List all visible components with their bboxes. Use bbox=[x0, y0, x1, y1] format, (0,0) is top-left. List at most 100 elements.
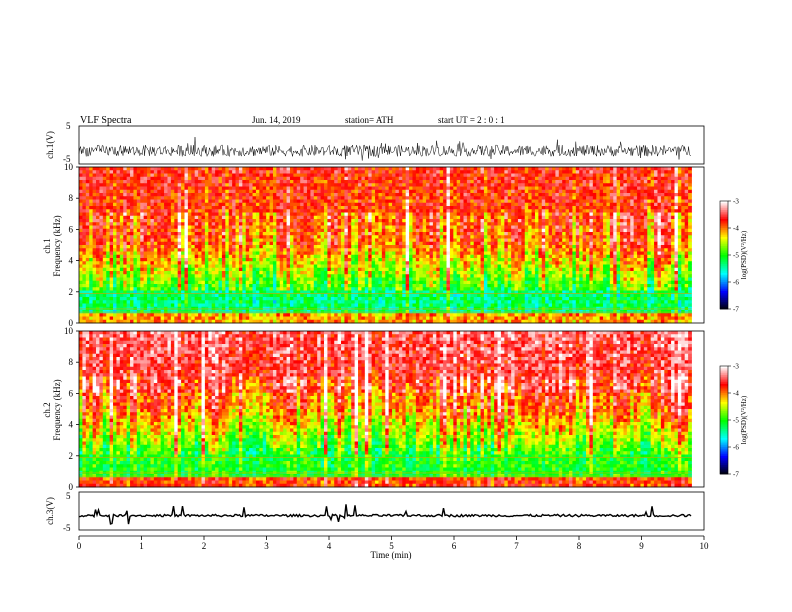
p2-cells-cell bbox=[436, 186, 441, 191]
p2-cells-cell bbox=[480, 180, 485, 184]
p2-cells-cell bbox=[368, 241, 373, 246]
p2-cells-cell bbox=[582, 206, 587, 210]
p2-cells-cell bbox=[119, 170, 124, 174]
p2-cells-cell bbox=[528, 245, 532, 249]
p2-cells-cell bbox=[99, 180, 104, 184]
p2-cells-cell bbox=[150, 225, 155, 230]
p2-cells-cell bbox=[296, 167, 301, 171]
p2-cells-cell bbox=[375, 176, 379, 181]
p2-cells-cell bbox=[313, 180, 318, 184]
p2-cells-cell bbox=[551, 248, 556, 252]
p2-cells-cell bbox=[681, 199, 686, 204]
p2-cells-cell bbox=[306, 248, 311, 252]
p2-cells-cell bbox=[228, 196, 233, 200]
p2-cells-cell bbox=[177, 219, 182, 223]
p2-cells-cell bbox=[558, 222, 563, 226]
p2-cells-cell bbox=[279, 202, 284, 207]
p2-cells-cell bbox=[174, 215, 179, 220]
p2-cells-cell bbox=[235, 199, 240, 204]
p2-cells-cell bbox=[684, 251, 689, 256]
p2-cells-cell bbox=[92, 215, 97, 220]
p2-cells-cell bbox=[569, 170, 573, 174]
p2-cells-cell bbox=[415, 241, 420, 246]
p2-cells-cell bbox=[524, 183, 529, 187]
p2-cells-cell bbox=[616, 209, 621, 213]
p2-cells-cell bbox=[344, 193, 349, 197]
p2-cells-cell bbox=[521, 235, 526, 239]
p2-cells-cell bbox=[279, 225, 284, 230]
p2-cells-cell bbox=[626, 202, 631, 207]
p2-cells-cell bbox=[191, 180, 196, 184]
p2-cells-cell bbox=[181, 232, 185, 236]
p2-cells-cell bbox=[378, 228, 383, 233]
p2-cells-cell bbox=[102, 248, 107, 252]
p2-cells-cell bbox=[589, 180, 594, 184]
p2-cells-cell bbox=[599, 199, 604, 204]
p2-cells-cell bbox=[606, 193, 611, 197]
p2-cells-cell bbox=[589, 186, 594, 191]
p2-cells-cell bbox=[201, 199, 206, 204]
p2-cells-cell bbox=[429, 196, 434, 200]
p2-cells-cell bbox=[228, 251, 233, 256]
p2-cells-cell bbox=[385, 241, 390, 246]
p2-cells-cell bbox=[119, 189, 124, 194]
p2-cells-cell bbox=[439, 241, 444, 246]
p2-cells-cell bbox=[358, 176, 362, 181]
p2-cells-cell bbox=[92, 245, 97, 249]
p2-cells-cell bbox=[194, 248, 199, 252]
p2-cells-cell bbox=[136, 241, 141, 246]
p2-cells-cell bbox=[657, 180, 662, 184]
p2-cells-cell bbox=[371, 196, 376, 200]
p2-cells-cell bbox=[324, 180, 328, 184]
p2-cells-cell bbox=[460, 235, 464, 239]
p2-cells-cell bbox=[344, 196, 349, 200]
p2-cells-cell bbox=[385, 245, 390, 249]
p2-cells-cell bbox=[453, 189, 458, 194]
p2-cells-cell bbox=[85, 219, 90, 223]
p2-cells-cell bbox=[633, 202, 638, 207]
p2-cells-cell bbox=[358, 209, 362, 213]
p2-cells-cell bbox=[674, 173, 679, 178]
p2-cells-cell bbox=[306, 180, 311, 184]
p2-cells-cell bbox=[130, 199, 134, 204]
p2-cells-cell bbox=[82, 254, 87, 259]
p2-cells-cell bbox=[194, 232, 199, 236]
p2-cells-cell bbox=[228, 189, 233, 194]
p2-cells-cell bbox=[303, 202, 308, 207]
p2-cells-cell bbox=[119, 232, 124, 236]
p2-cells-cell bbox=[198, 215, 202, 220]
p2-cells-cell bbox=[637, 209, 641, 213]
p2-cells-cell bbox=[528, 193, 532, 197]
p2-cells-cell bbox=[684, 183, 689, 187]
p2-cells-cell bbox=[96, 241, 100, 246]
p2-cells-cell bbox=[405, 173, 410, 178]
p2-cells-cell bbox=[463, 196, 468, 200]
p2-cells-cell bbox=[405, 196, 410, 200]
p2-cells-cell bbox=[272, 245, 277, 249]
p2-cells-cell bbox=[446, 245, 451, 249]
p2-cells-cell bbox=[269, 212, 274, 217]
p2-cells-cell bbox=[215, 209, 219, 213]
p2-cells-cell bbox=[422, 173, 427, 178]
p2-cells-cell bbox=[599, 202, 604, 207]
p2-cells-cell bbox=[596, 215, 601, 220]
p2-cells-cell bbox=[126, 248, 131, 252]
p2-cells-cell bbox=[266, 215, 270, 220]
p2-cells-cell bbox=[463, 193, 468, 197]
p2-cells-cell bbox=[238, 245, 243, 249]
p2-cells-cell bbox=[388, 215, 393, 220]
p2-cells-cell bbox=[487, 248, 492, 252]
p2-cells-cell bbox=[623, 176, 628, 181]
p2-cells-cell bbox=[89, 228, 94, 233]
p2-cells-cell bbox=[276, 251, 281, 256]
p2-cells-cell bbox=[140, 206, 145, 210]
p2-cells-cell bbox=[255, 238, 260, 243]
p2-cells-cell bbox=[106, 225, 111, 230]
p2-cells-cell bbox=[136, 196, 141, 200]
p2-cells-cell bbox=[361, 206, 366, 210]
p2-cells-cell bbox=[375, 219, 379, 223]
p2-cells-cell bbox=[85, 199, 90, 204]
p2-cells-cell bbox=[494, 222, 498, 226]
p2-cells-cell bbox=[174, 193, 179, 197]
p2-cells-cell bbox=[657, 222, 662, 226]
